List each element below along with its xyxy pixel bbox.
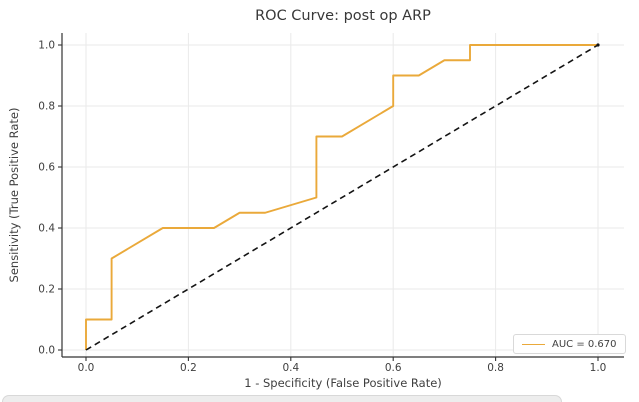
roc-curve-line xyxy=(85,44,598,350)
legend-line-sample xyxy=(522,343,545,345)
y-tick-label: 0.0 xyxy=(38,345,55,357)
chart-title: ROC Curve: post op ARP xyxy=(255,8,431,24)
y-tick-label: 0.4 xyxy=(38,223,55,235)
y-tick-label: 0.2 xyxy=(38,284,55,296)
x-tick-label: 0.0 xyxy=(78,362,95,374)
x-tick-label: 0.8 xyxy=(487,362,504,374)
legend: AUC = 0.670 xyxy=(513,334,626,354)
y-tick-label: 0.8 xyxy=(38,101,55,113)
y-tick-label: 0.6 xyxy=(38,162,55,174)
curve-endpoint-dot xyxy=(596,43,600,47)
x-tick-label: 0.2 xyxy=(180,362,197,374)
x-tick-label: 0.6 xyxy=(385,362,402,374)
x-tick-label: 1.0 xyxy=(590,362,607,374)
bottom-panel-edge xyxy=(2,395,562,402)
legend-label: AUC = 0.670 xyxy=(552,338,617,350)
y-axis-label: Sensitivity (True Positive Rate) xyxy=(7,107,21,283)
x-axis-label: 1 - Specificity (False Positive Rate) xyxy=(244,376,442,390)
chance-diagonal-line xyxy=(85,44,599,351)
x-tick-label: 0.4 xyxy=(282,362,299,374)
y-tick-label: 1.0 xyxy=(38,40,55,52)
